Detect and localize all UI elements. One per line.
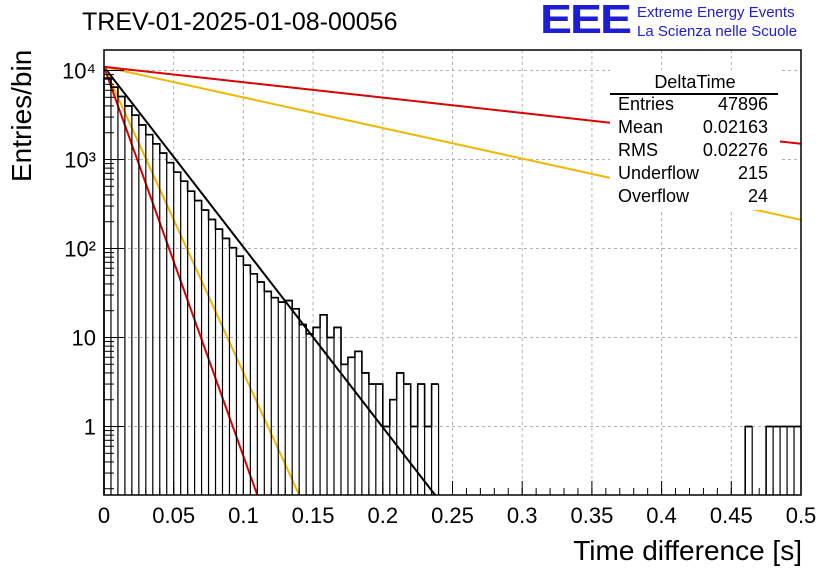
tick-labels: 0 0.05 0.1 0.15 0.2 0.25 0.3 0.35 0.4 0.45 0.5 1 10 1… <box>62 59 816 528</box>
stats-box: DeltaTime Entries 47896 Mean 0.02163 RMS… <box>610 70 780 210</box>
y-tick-label: 10³ <box>64 148 96 173</box>
x-tick-label: 0.3 <box>507 503 538 528</box>
x-tick-label: 0.25 <box>431 503 474 528</box>
x-tick-label: 0.4 <box>646 503 677 528</box>
stats-title: DeltaTime <box>654 72 736 92</box>
stats-value: 24 <box>747 186 768 206</box>
y-tick-label: 10⁴ <box>62 59 96 84</box>
stats-value: 0.02163 <box>702 117 768 137</box>
histogram <box>103 77 802 495</box>
stats-value: 0.02276 <box>702 140 768 160</box>
run-title: TREV-01-2025-01-08-00056 <box>82 8 398 36</box>
axis-ticks <box>103 70 802 495</box>
stats-label: Mean <box>618 117 664 137</box>
x-tick-label: 0.1 <box>228 503 259 528</box>
y-axis-label: Entries/bin <box>6 49 37 182</box>
x-tick-label: 0.2 <box>368 503 399 528</box>
fit-curve <box>103 66 436 496</box>
stats-label: RMS <box>618 140 658 160</box>
eee-logo-caption: Extreme Energy Events La Scienza nelle S… <box>637 3 797 41</box>
logo-line-2: La Scienza nelle Scuole <box>637 23 798 40</box>
x-axis-label: Time difference [s] <box>573 535 802 566</box>
y-tick-label: 1 <box>84 415 96 440</box>
logo-line-1: Extreme Energy Events <box>637 4 795 21</box>
stats-value: 47896 <box>717 94 768 114</box>
stats-value: 215 <box>737 163 768 183</box>
x-tick-label: 0.35 <box>570 503 613 528</box>
x-tick-label: 0.05 <box>152 503 195 528</box>
stats-label: Overflow <box>618 186 690 206</box>
stats-label: Entries <box>618 94 675 114</box>
x-tick-label: 0.5 <box>786 503 817 528</box>
x-tick-label: 0 <box>98 503 110 528</box>
y-tick-label: 10 <box>72 326 96 351</box>
x-tick-label: 0.45 <box>710 503 753 528</box>
x-tick-label: 0.15 <box>292 503 335 528</box>
stats-divider <box>610 93 778 95</box>
y-tick-label: 10² <box>64 237 96 262</box>
eee-logo: EEE <box>540 0 632 43</box>
stats-label: Underflow <box>618 163 700 183</box>
